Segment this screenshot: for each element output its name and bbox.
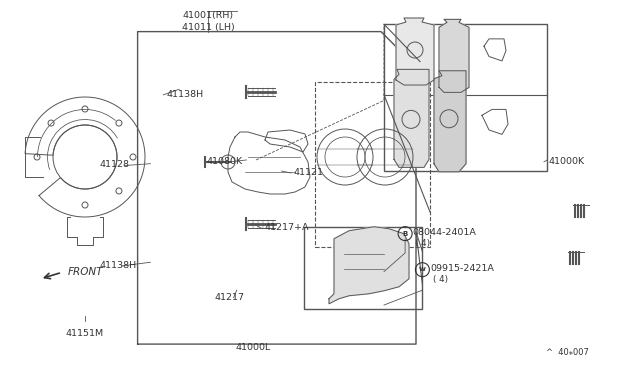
Bar [304, 227, 422, 309]
Text: FRONT: FRONT [68, 267, 104, 276]
Text: 08044-2401A: 08044-2401A [413, 228, 477, 237]
Polygon shape [394, 69, 429, 167]
Polygon shape [434, 71, 466, 172]
Text: 41000L: 41000L [235, 343, 271, 352]
Polygon shape [396, 18, 434, 85]
Text: ^  40⁎007: ^ 40⁎007 [546, 348, 589, 357]
Text: 41217: 41217 [214, 293, 244, 302]
Text: 41080K: 41080K [207, 157, 243, 166]
Text: ( 4): ( 4) [433, 275, 448, 284]
Text: 41138H: 41138H [166, 90, 204, 99]
Text: 09915-2421A: 09915-2421A [430, 264, 494, 273]
Text: 41217+A: 41217+A [264, 223, 309, 232]
Polygon shape [439, 19, 469, 92]
Polygon shape [329, 227, 409, 304]
Text: B: B [403, 231, 408, 237]
Text: 41138H: 41138H [99, 262, 136, 270]
Text: 41121: 41121 [293, 169, 323, 177]
Bar [315, 82, 430, 247]
Text: 41011 (LH): 41011 (LH) [182, 23, 234, 32]
Text: 41151M: 41151M [66, 329, 104, 338]
Text: 41001(RH): 41001(RH) [182, 12, 234, 20]
Text: 41128: 41128 [99, 160, 129, 169]
Bar [384, 24, 547, 171]
Text: W: W [419, 267, 426, 272]
Text: 41000K: 41000K [548, 157, 584, 166]
Text: ( 4): ( 4) [415, 239, 431, 248]
